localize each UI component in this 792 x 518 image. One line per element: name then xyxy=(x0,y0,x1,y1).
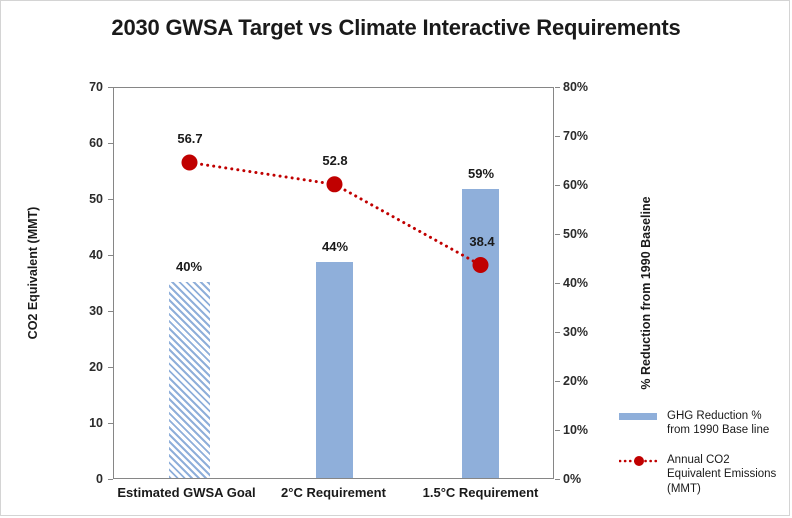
y-axis-left-tick-label: 70 xyxy=(89,80,103,94)
y-axis-left-tick xyxy=(108,255,113,256)
line-data-label-1: 56.7 xyxy=(177,131,203,146)
y-axis-right-tick-label: 40% xyxy=(563,276,589,290)
y-axis-left-tick-label: 10 xyxy=(89,416,103,430)
chart-title: 2030 GWSA Target vs Climate Interactive … xyxy=(111,15,681,40)
y-axis-left-tick xyxy=(108,143,113,144)
y-axis-right-tick xyxy=(555,234,560,235)
bar-1.5c-requirement[interactable] xyxy=(462,189,499,478)
x-axis-label-1.5c-requirement: 1.5°C Requirement xyxy=(422,485,539,500)
y-axis-left-tick xyxy=(108,367,113,368)
line-marker-point-3[interactable] xyxy=(472,257,489,273)
bar-data-label-2: 44% xyxy=(321,239,349,254)
y-axis-right-tick xyxy=(555,430,560,431)
bar-estimated-gwsa-goal[interactable] xyxy=(169,282,210,478)
legend-item-label: GHG Reduction % from 1990 Base line xyxy=(667,410,770,437)
y-axis-right-tick xyxy=(555,479,560,480)
y-axis-left-tick xyxy=(108,423,113,424)
y-axis-right-tick-label: 10% xyxy=(563,423,589,437)
y-axis-right-tick-label: 20% xyxy=(563,374,589,388)
y-axis-right-tick-label: 50% xyxy=(563,227,589,241)
y-axis-left-tick xyxy=(108,199,113,200)
legend-item-co2-emissions[interactable]: Annual CO2 Equivalent Emissions (MMT) xyxy=(618,453,784,496)
x-axis-label-2c-requirement: 2°C Requirement xyxy=(281,485,386,500)
line-marker-point-1[interactable] xyxy=(181,154,198,171)
y-axis-left-tick-label: 0 xyxy=(96,472,103,486)
line-marker-point-2[interactable] xyxy=(326,176,343,193)
y-axis-right-tick xyxy=(555,87,560,88)
bar-data-label-3: 59% xyxy=(467,166,495,181)
y-axis-left-tick xyxy=(108,479,113,480)
legend-item-ghg-reduction[interactable]: GHG Reduction % from 1990 Base line xyxy=(619,409,784,439)
y-axis-left-tick-label: 60 xyxy=(89,136,103,150)
line-series-co2-emissions xyxy=(181,154,489,273)
line-data-label-3: 38.4 xyxy=(469,234,495,249)
y-axis-right-tick-label: 80% xyxy=(563,80,589,94)
bar-2c-requirement[interactable] xyxy=(316,262,353,478)
y-axis-left-tick-label: 50 xyxy=(89,192,103,206)
y-axis-right-tick xyxy=(555,332,560,333)
y-axis-right-tick xyxy=(555,136,560,137)
plot-area: 40% 44% 59% 56.7 52.8 38.4 xyxy=(113,87,554,479)
y-axis-left-tick-label: 40 xyxy=(89,248,103,262)
chart-legend: GHG Reduction % from 1990 Base line Annu… xyxy=(618,409,784,510)
legend-bar-swatch-icon xyxy=(619,413,657,420)
y-axis-left-tick xyxy=(108,87,113,88)
legend-item-label: Annual CO2 Equivalent Emissions (MMT) xyxy=(667,454,777,495)
x-axis-label-estimated-gwsa-goal: Estimated GWSA Goal xyxy=(117,485,256,500)
y-axis-left-tick-label: 30 xyxy=(89,304,103,318)
y-axis-left-title: CO2 Equivalent (MMT) xyxy=(26,206,40,340)
y-axis-left-tick xyxy=(108,311,113,312)
legend-line-marker-icon xyxy=(618,454,660,468)
y-axis-right-title: % Reduction from 1990 Baseline xyxy=(639,196,653,390)
y-axis-right-tick xyxy=(555,185,560,186)
y-axis-right-tick-label: 70% xyxy=(563,129,589,143)
y-axis-right-tick xyxy=(555,283,560,284)
y-axis-right-tick xyxy=(555,381,560,382)
y-axis-right-tick-label: 30% xyxy=(563,325,589,339)
line-data-label-2: 52.8 xyxy=(322,153,348,168)
y-axis-left-tick-label: 20 xyxy=(89,360,103,374)
y-axis-right-tick-label: 0% xyxy=(563,472,582,486)
y-axis-right-tick-label: 60% xyxy=(563,178,589,192)
bar-data-label-1: 40% xyxy=(175,259,203,274)
